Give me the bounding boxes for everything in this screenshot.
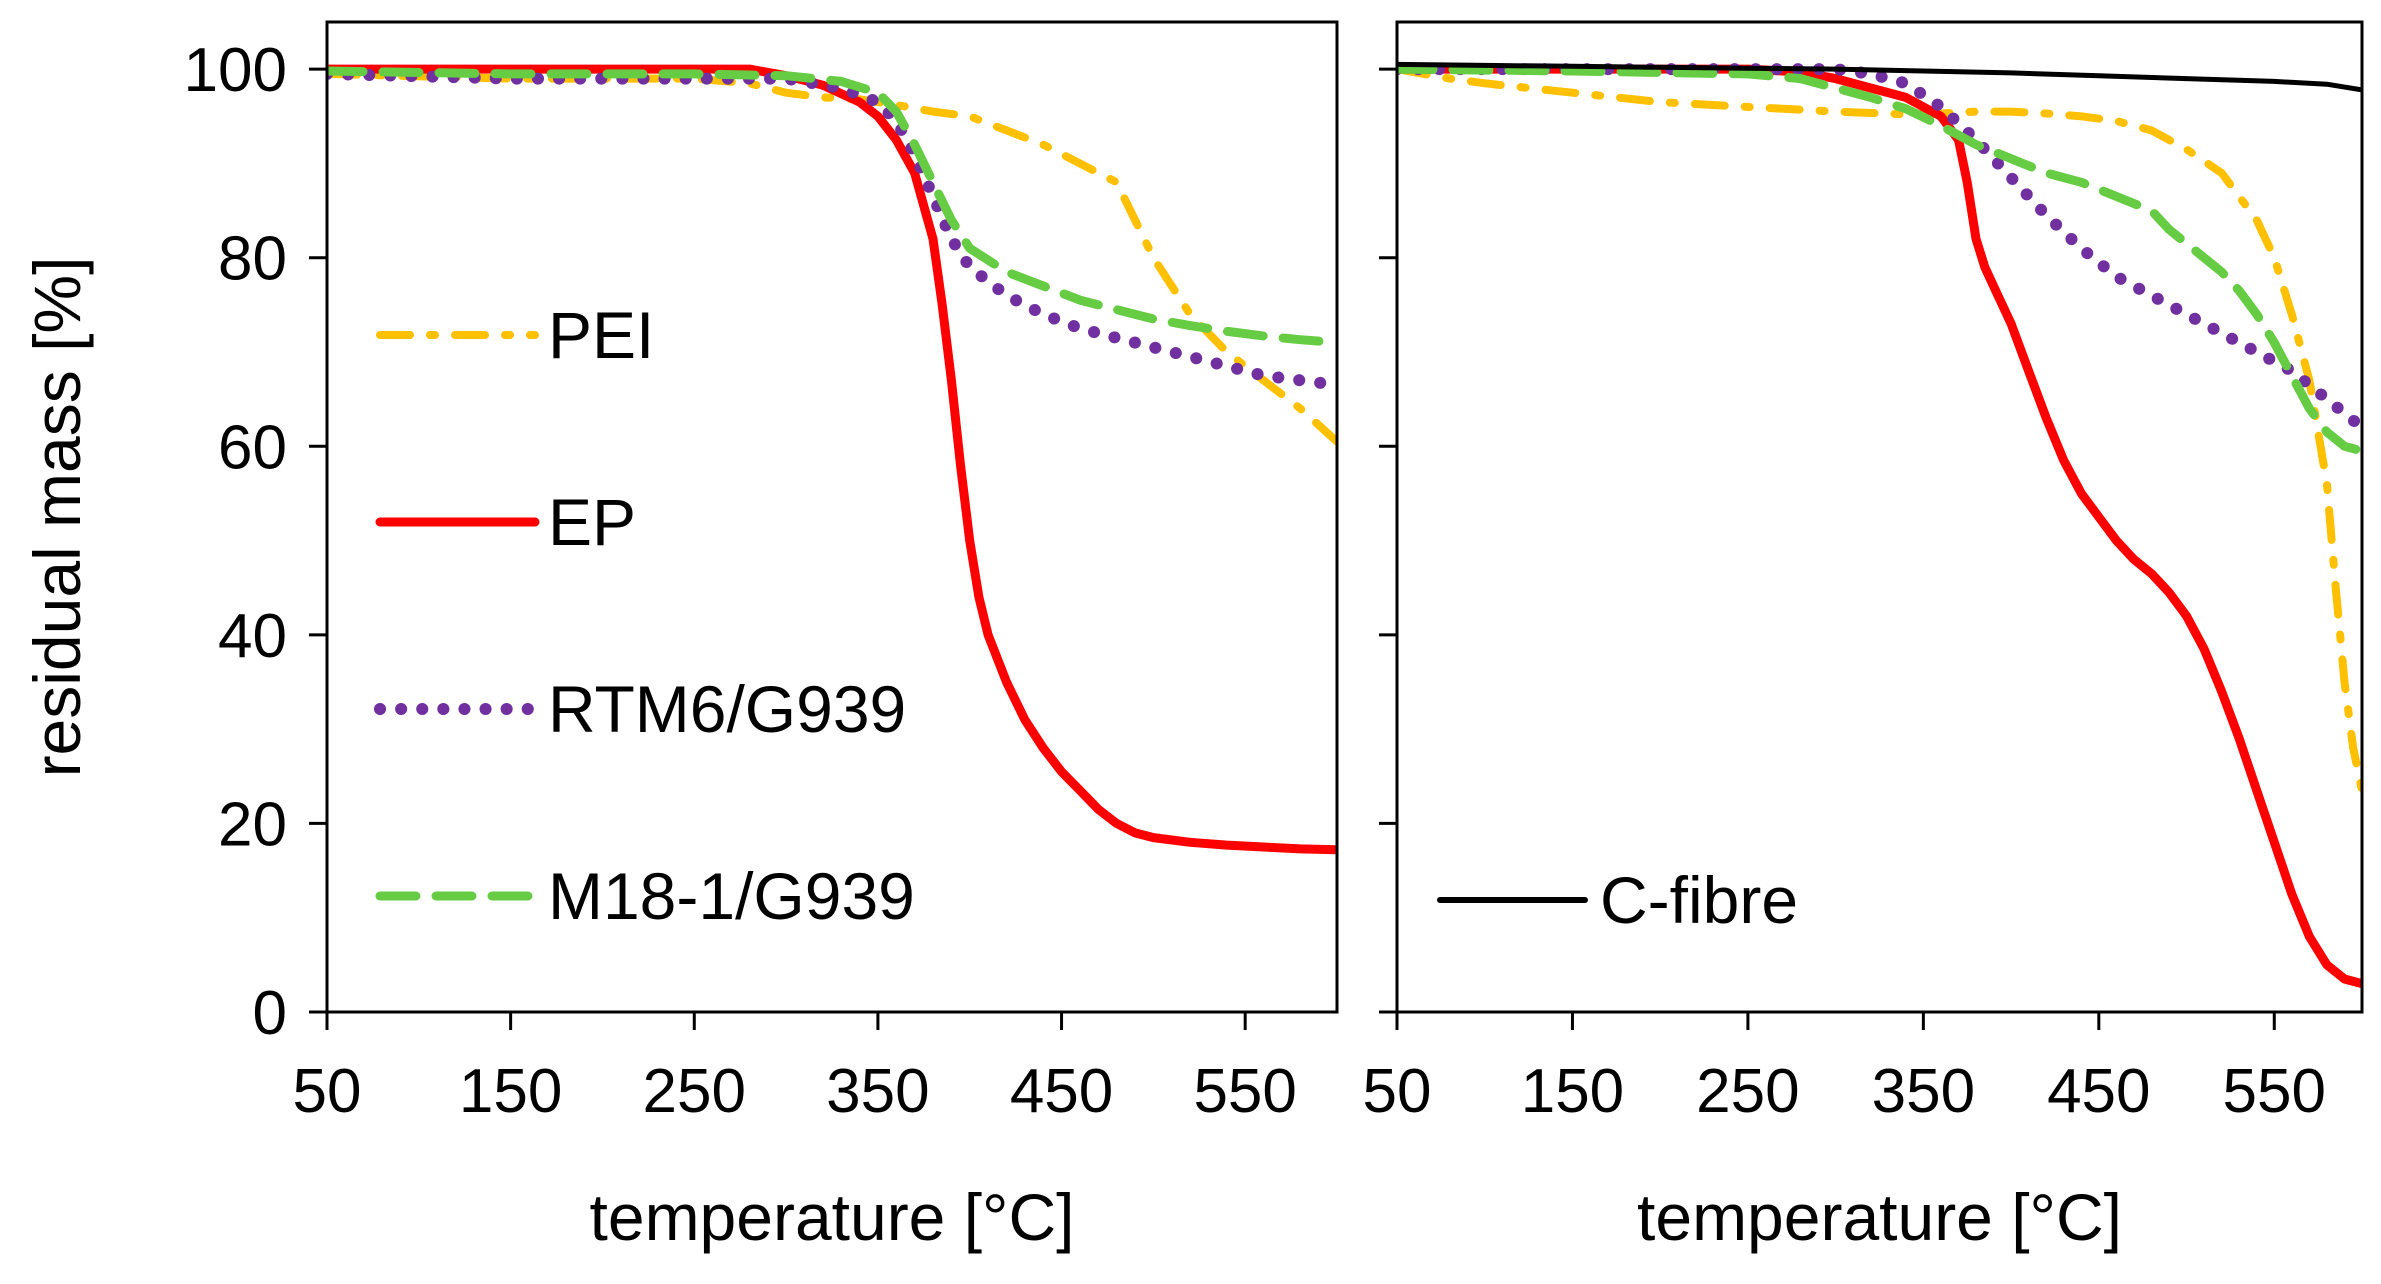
x-tick-label: 250 [1696,1057,1799,1126]
series-line-rtm6-g939 [327,67,1337,391]
series-line-m18-1-g939 [1397,64,2362,456]
plot-frame [1395,20,2364,1014]
right-panel: 50 150 250 350 450 550 temperature [°C] C-fibre [1363,20,2364,1254]
legend-label-pei: PEI [548,298,654,372]
x-tick-label: 50 [1363,1057,1432,1126]
legend: PEI EP RTM6/G939 M18-1/G939 [374,298,915,933]
y-tick-label: 100 [184,36,287,105]
y-tick-label: 80 [218,225,287,294]
x-tick-label: 350 [1872,1057,1975,1126]
y-tick-label: 60 [218,413,287,482]
y-tick-label: 0 [253,979,287,1048]
x-tick-label: 50 [293,1057,362,1126]
series-line-pei [327,69,1337,446]
y-axis-label: residual mass [%] [20,257,94,778]
x-tick-label: 150 [459,1057,562,1126]
legend: C-fibre [1437,863,1798,937]
x-tick-label: 350 [826,1057,929,1126]
series-line-m18-1-g939 [327,66,1337,348]
y-tick-label: 20 [218,790,287,859]
x-tick-label: 150 [1521,1057,1624,1126]
x-tick-label: 450 [2047,1057,2150,1126]
x-tick-label: 250 [643,1057,746,1126]
y-tick-label: 40 [218,602,287,671]
legend-label-rtm6-g939: RTM6/G939 [548,672,906,746]
x-axis-label: temperature [°C] [1637,1180,2122,1254]
series-line-rtm6-g939 [1397,63,2362,434]
series-line-pei [1397,65,2362,795]
series-lines [327,64,1337,855]
series-line-ep [1397,64,2362,989]
series-line-c-fibre [1397,61,2362,93]
x-tick-label: 550 [1193,1057,1296,1126]
legend-label-ep: EP [548,485,636,559]
left-panel: 50 150 250 350 450 550 0 20 40 60 80 100 temperature… [20,20,1339,1254]
legend-label-m18-1-g939: M18-1/G939 [548,859,915,933]
x-tick-label: 550 [2223,1057,2326,1126]
plot-frame [325,20,1339,1014]
series-lines [1397,61,2362,989]
legend-label-c-fibre: C-fibre [1600,863,1798,937]
x-tick-label: 450 [1010,1057,1113,1126]
series-line-ep [327,64,1337,855]
x-axis-label: temperature [°C] [590,1180,1075,1254]
